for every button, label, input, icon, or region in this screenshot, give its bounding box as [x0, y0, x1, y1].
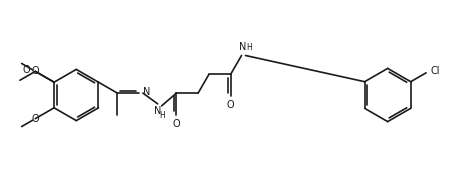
- Text: N: N: [154, 106, 161, 116]
- Text: H: H: [247, 43, 252, 52]
- Text: O: O: [31, 66, 39, 76]
- Text: N: N: [143, 87, 150, 97]
- Text: H: H: [160, 111, 165, 120]
- Text: O: O: [31, 114, 39, 124]
- Text: O: O: [23, 65, 30, 75]
- Text: O: O: [227, 100, 235, 110]
- Text: N: N: [239, 42, 246, 52]
- Text: O: O: [173, 119, 180, 129]
- Text: Cl: Cl: [430, 66, 439, 76]
